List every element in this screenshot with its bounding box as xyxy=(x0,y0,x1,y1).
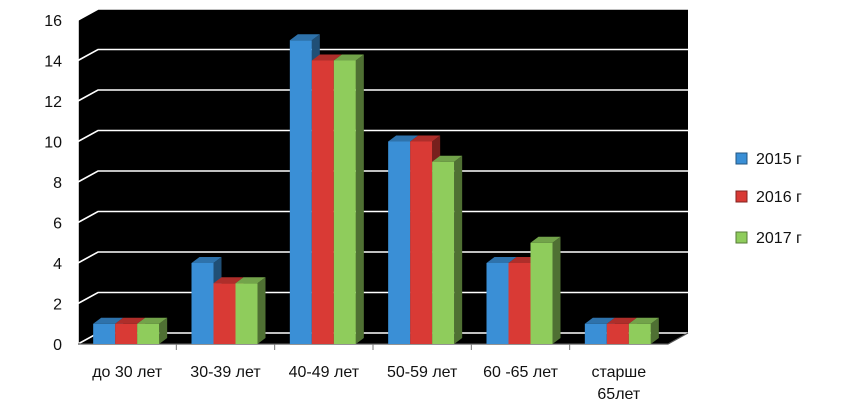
bar xyxy=(137,317,168,344)
bar xyxy=(333,54,364,344)
legend: 2015 г 2016 г 2017 г xyxy=(735,151,802,247)
x-tick-label: 60 -65 лет xyxy=(483,364,559,381)
legend-label: 2016 г xyxy=(756,189,802,206)
y-tick-label: 16 xyxy=(44,13,62,30)
bar xyxy=(530,236,561,344)
bar xyxy=(235,277,266,344)
legend-item: 2015 г xyxy=(735,151,802,168)
gridline xyxy=(77,8,688,21)
gridline xyxy=(77,170,688,183)
legend-label: 2015 г xyxy=(756,151,802,168)
plot-background xyxy=(78,9,688,344)
y-axis-ticks: 0 2 4 6 8 10 12 14 16 xyxy=(44,13,62,354)
y-tick-label: 8 xyxy=(53,175,62,192)
legend-swatch xyxy=(735,231,748,244)
legend-swatch xyxy=(735,190,748,203)
bar xyxy=(628,317,659,344)
y-tick-label: 10 xyxy=(44,135,62,152)
gridline xyxy=(77,89,688,102)
gridlines xyxy=(77,8,688,345)
legend-item: 2016 г xyxy=(735,189,802,206)
y-tick-label: 2 xyxy=(53,297,62,314)
legend-label: 2017 г xyxy=(756,230,802,247)
gridline xyxy=(77,48,688,62)
bars xyxy=(93,34,659,344)
legend-item: 2017 г xyxy=(735,230,802,247)
gridline xyxy=(77,129,688,143)
y-tick-label: 14 xyxy=(44,54,62,71)
bar xyxy=(432,155,463,344)
x-tick-label: до 30 лет xyxy=(92,364,163,381)
y-tick-label: 0 xyxy=(53,337,62,354)
x-tick-label: 40-49 лет xyxy=(289,364,360,381)
x-axis-labels: до 30 лет 30-39 лет 40-49 лет 50-59 лет 60 -… xyxy=(92,364,646,403)
y-tick-label: 4 xyxy=(53,256,62,273)
gridline xyxy=(77,251,688,264)
x-tick-label: 30-39 лет xyxy=(190,364,261,381)
gridline xyxy=(77,210,688,224)
axes xyxy=(77,20,689,350)
x-tick-label: старше 65лет xyxy=(591,364,646,403)
y-tick-label: 6 xyxy=(53,216,62,233)
x-tick-label: 50-59 лет xyxy=(387,364,458,381)
legend-swatch xyxy=(735,152,748,165)
y-tick-label: 12 xyxy=(44,94,62,111)
